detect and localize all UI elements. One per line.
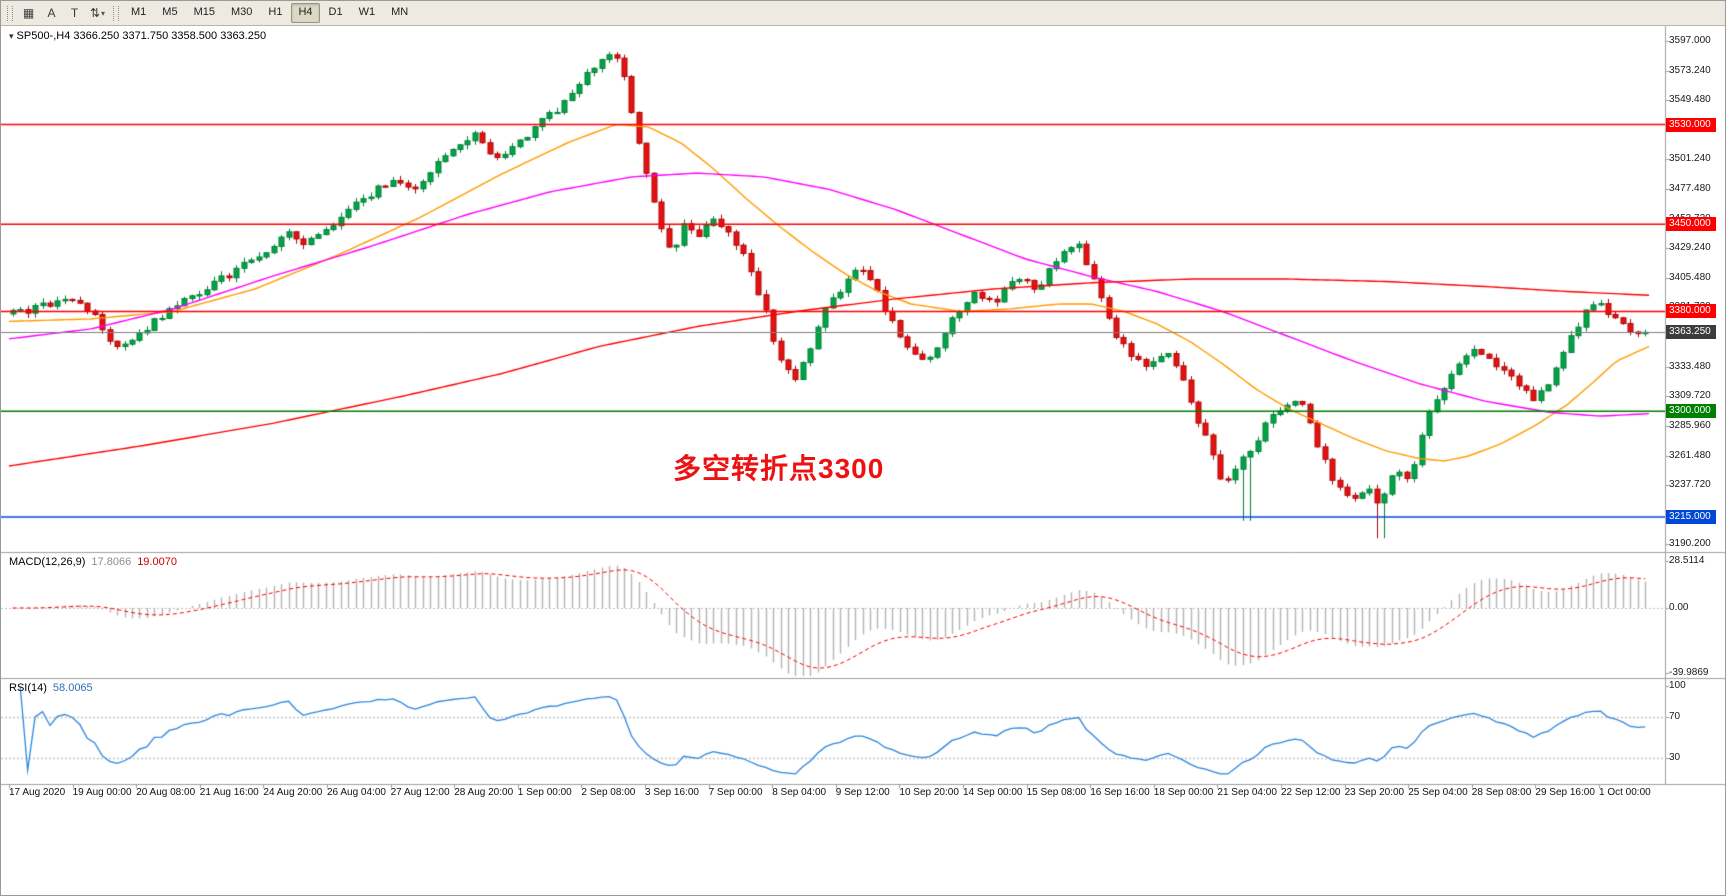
timeframe-button-h4[interactable]: H4	[291, 3, 320, 23]
timeframe-button-m15[interactable]: M15	[193, 6, 215, 18]
chart-template-icon[interactable]: ⇅ ▾	[89, 6, 106, 20]
timeframe-button-d1[interactable]: D1	[328, 6, 343, 18]
timeframe-button-m1[interactable]: M1	[131, 6, 147, 18]
tools-toolbar-grip[interactable]	[7, 5, 13, 21]
timeframe-button-m5[interactable]: M5	[162, 6, 178, 18]
text-tool-icon[interactable]: T	[70, 6, 79, 20]
dropdown-caret-icon: ▾	[101, 8, 106, 18]
toolbar: ▦ A T ⇅ ▾ M1 M5 M15 M30 H1 H4 D1 W1 MN	[1, 1, 1725, 26]
timeframe-button-mn[interactable]: MN	[391, 6, 409, 18]
timeframes-toolbar-grip[interactable]	[113, 5, 119, 21]
timeframe-button-h1[interactable]: H1	[268, 6, 283, 18]
annotate-a-icon[interactable]: A	[47, 6, 56, 20]
chart-grid-icon[interactable]: ▦	[22, 6, 35, 20]
tool-icons-group: ▦ A T ⇅ ▾	[17, 3, 109, 24]
timeframe-button-m30[interactable]: M30	[230, 6, 253, 18]
timeframe-group: M1 M5 M15 M30 H1 H4 D1 W1 MN	[123, 3, 416, 23]
timeframe-button-w1[interactable]: W1	[358, 6, 376, 18]
